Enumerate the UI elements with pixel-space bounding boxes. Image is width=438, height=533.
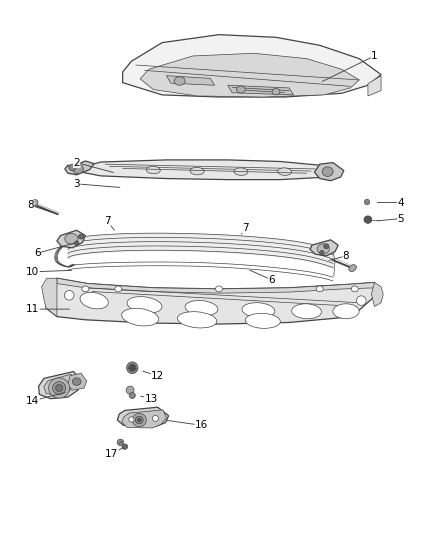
Polygon shape (65, 161, 94, 175)
Polygon shape (228, 85, 293, 95)
Ellipse shape (122, 308, 159, 326)
Text: 17: 17 (105, 449, 118, 459)
Ellipse shape (127, 297, 162, 313)
Ellipse shape (242, 303, 275, 318)
Text: 6: 6 (34, 248, 41, 258)
Polygon shape (79, 160, 342, 180)
Polygon shape (39, 372, 81, 399)
Ellipse shape (30, 200, 38, 206)
Polygon shape (46, 278, 376, 324)
Text: 4: 4 (397, 198, 404, 207)
Text: 12: 12 (151, 371, 164, 381)
Text: 8: 8 (27, 200, 34, 210)
Polygon shape (42, 278, 57, 317)
Ellipse shape (272, 88, 280, 95)
Ellipse shape (317, 244, 329, 254)
Text: 6: 6 (268, 275, 275, 285)
Ellipse shape (237, 86, 245, 93)
Ellipse shape (132, 414, 146, 426)
Ellipse shape (292, 304, 321, 319)
Text: 14: 14 (26, 396, 39, 406)
Ellipse shape (351, 286, 358, 292)
Ellipse shape (117, 439, 124, 446)
Ellipse shape (129, 392, 135, 399)
Polygon shape (123, 35, 381, 97)
Ellipse shape (364, 216, 372, 223)
Text: 10: 10 (26, 267, 39, 277)
Ellipse shape (53, 382, 66, 394)
Ellipse shape (185, 301, 218, 316)
Ellipse shape (74, 241, 79, 245)
Ellipse shape (73, 164, 83, 174)
Ellipse shape (122, 444, 127, 449)
Text: 7: 7 (242, 223, 249, 233)
Ellipse shape (364, 199, 370, 205)
Ellipse shape (129, 417, 134, 422)
Text: 7: 7 (104, 216, 111, 226)
Polygon shape (314, 163, 344, 181)
Ellipse shape (349, 265, 357, 271)
Text: 11: 11 (26, 304, 39, 314)
Ellipse shape (82, 286, 89, 292)
Polygon shape (68, 373, 87, 390)
Ellipse shape (80, 292, 108, 309)
Polygon shape (368, 76, 381, 96)
Ellipse shape (190, 167, 204, 175)
Polygon shape (371, 282, 383, 306)
Ellipse shape (177, 312, 217, 328)
Ellipse shape (138, 418, 141, 422)
Text: 5: 5 (397, 214, 404, 223)
Ellipse shape (333, 304, 359, 319)
Text: 1: 1 (371, 51, 378, 61)
Ellipse shape (127, 362, 138, 374)
Ellipse shape (146, 166, 160, 174)
Polygon shape (117, 407, 169, 426)
Text: 16: 16 (195, 421, 208, 430)
Ellipse shape (49, 378, 70, 398)
Ellipse shape (234, 168, 248, 175)
Polygon shape (122, 410, 166, 428)
Ellipse shape (324, 244, 329, 248)
Ellipse shape (64, 290, 74, 300)
Polygon shape (44, 374, 75, 395)
Ellipse shape (65, 233, 78, 244)
Polygon shape (166, 76, 215, 85)
Polygon shape (140, 53, 359, 97)
Ellipse shape (316, 286, 323, 292)
Ellipse shape (245, 313, 280, 328)
Ellipse shape (357, 296, 366, 305)
Ellipse shape (56, 385, 63, 391)
Ellipse shape (320, 251, 324, 255)
Ellipse shape (126, 386, 134, 394)
Ellipse shape (152, 416, 159, 421)
Ellipse shape (322, 167, 333, 176)
Polygon shape (310, 240, 338, 256)
Polygon shape (57, 278, 376, 293)
Ellipse shape (278, 168, 292, 175)
Ellipse shape (215, 286, 223, 292)
Polygon shape (57, 230, 85, 248)
Text: 8: 8 (343, 251, 350, 261)
Ellipse shape (174, 77, 185, 85)
Ellipse shape (129, 365, 136, 371)
Text: 2: 2 (73, 158, 80, 167)
Text: 13: 13 (145, 394, 158, 403)
Ellipse shape (72, 378, 81, 385)
Ellipse shape (69, 164, 76, 171)
Ellipse shape (135, 416, 143, 424)
Text: 3: 3 (73, 179, 80, 189)
Ellipse shape (78, 235, 84, 239)
Ellipse shape (115, 286, 122, 292)
